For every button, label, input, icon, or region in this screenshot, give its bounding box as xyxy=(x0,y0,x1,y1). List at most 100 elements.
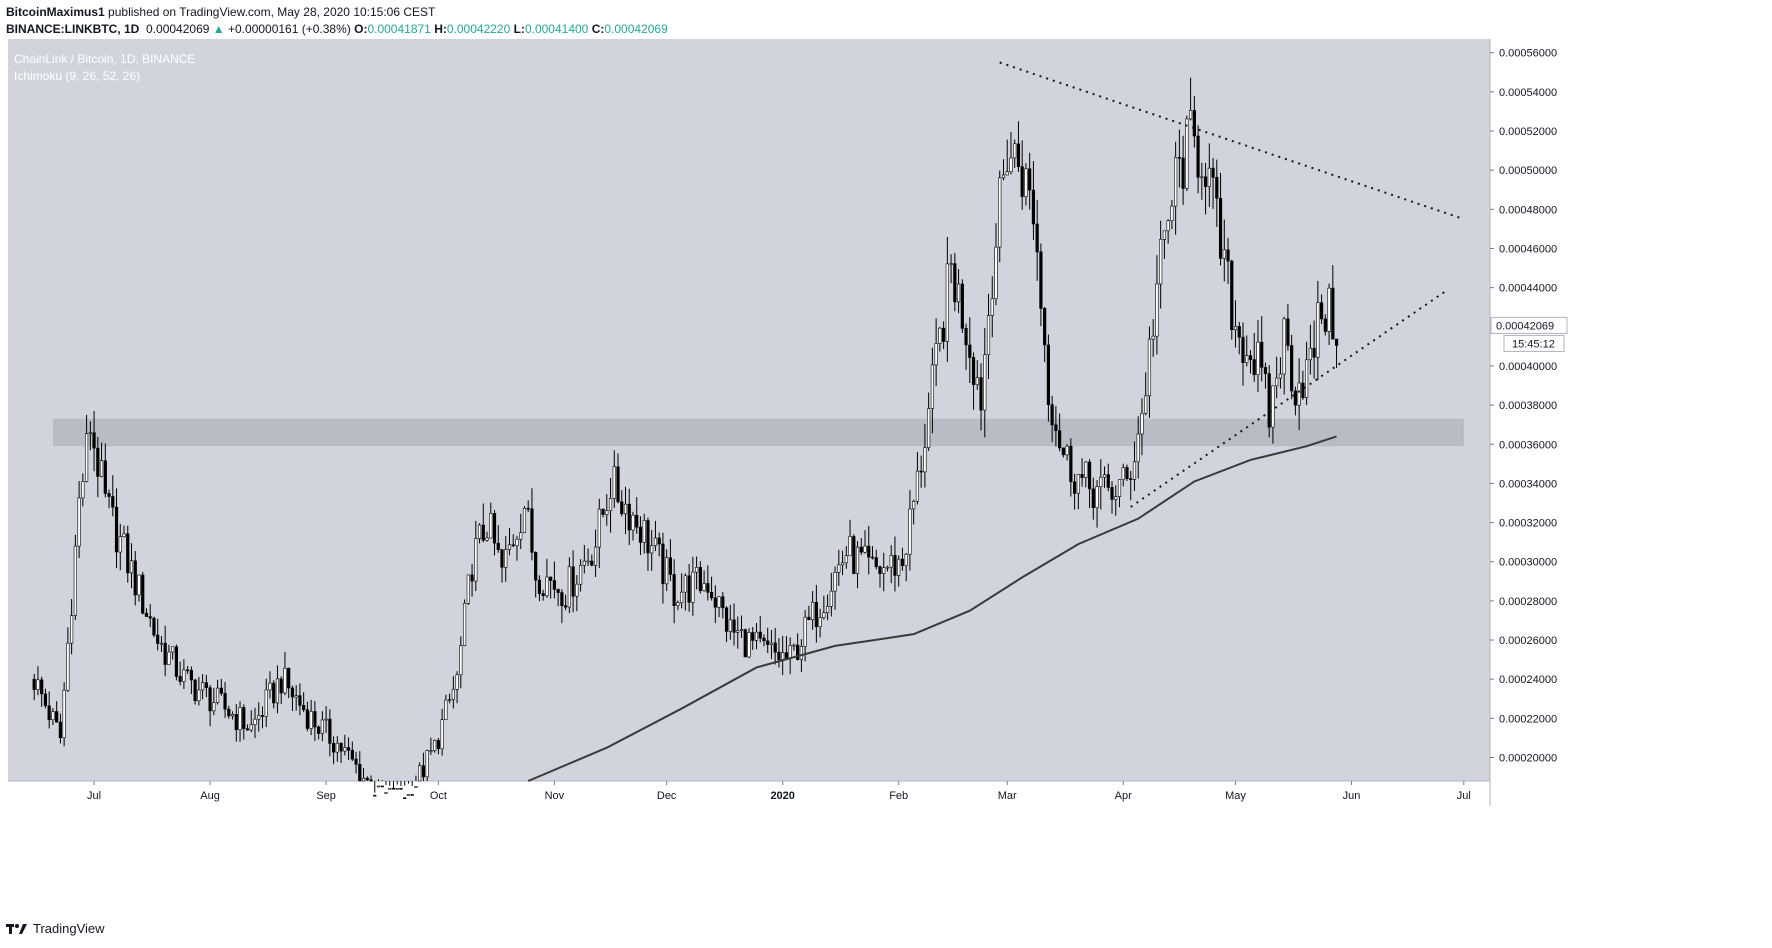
candle xyxy=(429,750,433,752)
candle xyxy=(223,692,227,710)
candle xyxy=(335,742,339,753)
candle xyxy=(904,553,908,566)
candle xyxy=(66,642,70,691)
candle xyxy=(781,652,785,660)
y-tick-label: 0.00022000 xyxy=(1499,713,1557,725)
candle xyxy=(844,555,848,564)
candle xyxy=(1028,168,1032,191)
candle xyxy=(414,786,418,788)
candle xyxy=(975,377,979,386)
candle xyxy=(990,298,994,316)
candle xyxy=(126,533,130,574)
candle xyxy=(792,644,796,647)
candle xyxy=(698,567,702,592)
candle xyxy=(182,669,186,682)
candle xyxy=(111,496,115,508)
candle xyxy=(1005,171,1009,176)
candle xyxy=(751,632,755,641)
candle xyxy=(575,583,579,597)
candle xyxy=(949,263,953,265)
candle xyxy=(1185,118,1189,189)
candle xyxy=(908,508,912,555)
x-tick-label: Mar xyxy=(998,790,1017,802)
low-value: 0.00041400 xyxy=(524,22,589,36)
candle xyxy=(620,501,624,515)
candle xyxy=(1043,308,1047,346)
candle xyxy=(661,543,665,585)
candle xyxy=(1207,167,1211,187)
candle xyxy=(960,283,964,329)
candle xyxy=(489,513,493,539)
candle xyxy=(811,601,815,620)
candle xyxy=(346,747,351,751)
candle xyxy=(665,557,669,585)
high-label: H: xyxy=(434,22,447,36)
candle xyxy=(418,765,422,782)
candle xyxy=(425,750,429,778)
candle xyxy=(564,605,568,608)
candle xyxy=(668,557,673,575)
candle xyxy=(1136,433,1140,463)
candle xyxy=(1256,341,1260,376)
candle xyxy=(197,689,201,702)
y-tick-label: 0.00046000 xyxy=(1499,243,1557,255)
candle xyxy=(444,699,448,720)
y-tick-label: 0.00034000 xyxy=(1499,478,1557,490)
candle xyxy=(590,560,594,566)
candle xyxy=(77,497,81,547)
candle xyxy=(683,575,687,593)
candle xyxy=(257,715,261,720)
candle xyxy=(829,590,833,607)
candle xyxy=(1050,404,1054,426)
candle xyxy=(773,642,777,653)
candle xyxy=(837,564,841,573)
price-value: 0.00042069 xyxy=(146,22,210,36)
candle xyxy=(814,601,818,628)
moving-average-line[interactable] xyxy=(527,435,1337,782)
candle xyxy=(201,682,205,691)
footer-brand[interactable]: TradingView xyxy=(6,921,105,936)
candle xyxy=(474,538,478,582)
candle xyxy=(530,508,534,553)
candle xyxy=(1312,347,1316,358)
candle xyxy=(1054,424,1058,432)
candle xyxy=(272,682,276,704)
candle xyxy=(799,646,803,660)
candle xyxy=(848,536,852,557)
candle xyxy=(118,536,122,553)
indicator-label[interactable]: Ichimoku (9, 26, 52, 26) xyxy=(14,69,141,83)
candle xyxy=(354,758,358,765)
y-tick-label: 0.00020000 xyxy=(1499,753,1557,765)
candle xyxy=(994,246,998,300)
candle xyxy=(204,682,208,688)
candle xyxy=(477,524,482,539)
candle xyxy=(163,642,167,665)
publisher-name[interactable]: BitcoinMaximus1 xyxy=(6,5,105,19)
y-tick-label: 0.00056000 xyxy=(1499,48,1557,60)
candle xyxy=(369,779,373,782)
open-value: 0.00041871 xyxy=(367,22,431,36)
candle xyxy=(1035,223,1039,253)
candle xyxy=(1076,474,1080,494)
candle xyxy=(1267,373,1271,428)
resistance-zone[interactable] xyxy=(52,418,1464,447)
candle xyxy=(747,632,751,658)
y-tick-label: 0.00030000 xyxy=(1499,557,1557,569)
candle xyxy=(721,596,725,609)
candle xyxy=(410,794,414,796)
x-tick-label: Apr xyxy=(1115,790,1132,802)
candle xyxy=(840,562,845,566)
candle xyxy=(1260,341,1264,368)
x-tick-label: Oct xyxy=(430,790,447,802)
candle xyxy=(275,678,280,704)
candle xyxy=(833,572,837,592)
candle xyxy=(545,576,549,597)
candle xyxy=(777,651,781,660)
candle xyxy=(1020,166,1024,197)
candle xyxy=(1151,335,1155,340)
lower-trendline[interactable] xyxy=(1130,290,1446,508)
published-text: published on TradingView.com, May 28, 20… xyxy=(108,5,436,19)
y-tick-label: 0.00052000 xyxy=(1499,126,1557,138)
x-tick-label: Jun xyxy=(1343,790,1361,802)
